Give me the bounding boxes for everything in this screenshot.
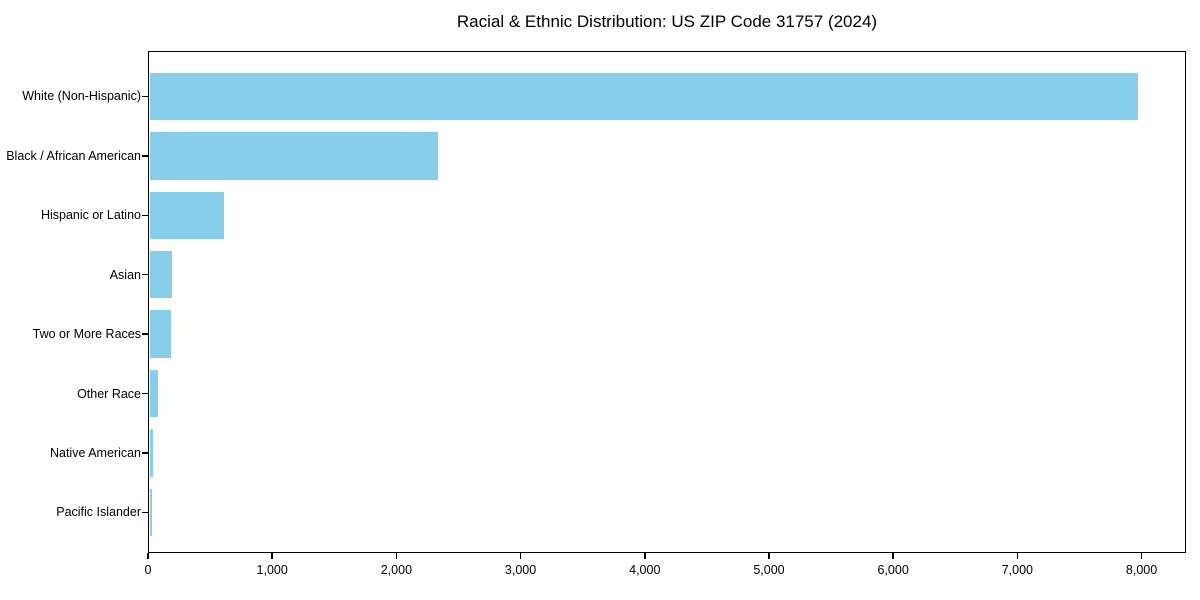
- x-tick: [1140, 553, 1143, 559]
- y-tick-label-other-race: Other Race: [77, 386, 141, 401]
- x-tick: [395, 553, 398, 559]
- bar-two-or-more-races: [149, 310, 171, 358]
- x-tick-label-5000: 5,000: [753, 563, 785, 577]
- y-tick-label-black-african-american: Black / African American: [6, 148, 141, 163]
- x-tick: [519, 553, 522, 559]
- y-tick-label-white-non-hispanic: White (Non-Hispanic): [22, 89, 141, 104]
- y-tick: [142, 511, 148, 514]
- x-tick: [892, 553, 894, 559]
- y-tick: [142, 333, 148, 335]
- x-tick-label-0: 0: [144, 563, 152, 577]
- bar-other-race: [149, 369, 159, 418]
- x-tick-label-7000: 7,000: [1001, 563, 1033, 577]
- x-tick: [147, 553, 149, 559]
- bar-pacific-islander: [149, 488, 152, 537]
- y-tick-label-pacific-islander: Pacific Islander: [56, 505, 141, 520]
- x-tick: [1016, 553, 1019, 559]
- bar-black-african-american: [149, 132, 439, 180]
- bar-asian: [149, 250, 173, 299]
- x-tick: [644, 553, 646, 559]
- plot-area: [148, 51, 1186, 553]
- x-tick-label-8000: 8,000: [1125, 563, 1158, 577]
- bar-hispanic-or-latino: [149, 191, 224, 240]
- bar-white-non-hispanic: [149, 72, 1139, 121]
- x-tick-label-6000: 6,000: [877, 563, 909, 577]
- y-tick-label-hispanic-or-latino: Hispanic or Latino: [40, 208, 141, 223]
- chart-title: Racial & Ethnic Distribution: US ZIP Cod…: [456, 12, 878, 31]
- bar-native-american: [149, 429, 154, 477]
- y-tick-label-asian: Asian: [109, 267, 141, 282]
- x-tick-label-3000: 3,000: [504, 563, 537, 577]
- y-tick-label-two-or-more-races: Two or More Races: [32, 327, 141, 342]
- x-tick-label-4000: 4,000: [629, 563, 661, 577]
- y-tick-label-native-american: Native American: [49, 446, 141, 461]
- y-tick: [142, 214, 148, 217]
- y-tick: [142, 155, 148, 157]
- y-tick: [142, 273, 148, 276]
- x-tick-label-2000: 2,000: [380, 563, 413, 577]
- y-tick: [142, 95, 148, 98]
- x-tick: [768, 553, 770, 559]
- x-tick: [271, 553, 273, 559]
- y-tick: [142, 392, 148, 395]
- y-tick: [142, 452, 148, 454]
- x-tick-label-1000: 1,000: [256, 563, 288, 577]
